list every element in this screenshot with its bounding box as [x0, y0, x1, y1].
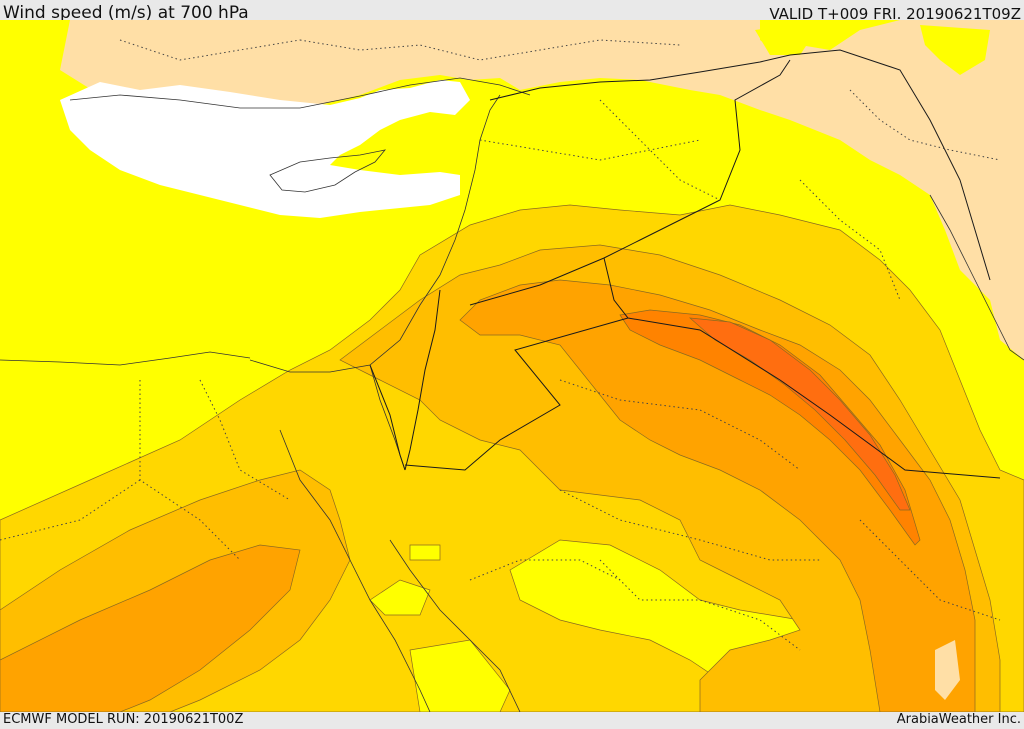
border-iraq-iran: [789, 49, 991, 281]
border-turkey-syria: [489, 54, 791, 101]
province-boundary-13: [849, 89, 1001, 161]
yellow-patch-ne: [920, 25, 990, 75]
border-egypt-israel: [369, 364, 406, 471]
yellow-hole-4: [409, 639, 511, 712]
province-boundary-14: [859, 519, 1001, 621]
white-sea-area: [60, 80, 470, 218]
map-title: Wind speed (m/s) at 700 hPa: [3, 3, 249, 23]
yellow-patch-n: [755, 25, 810, 55]
orange-light-band: [339, 244, 1001, 712]
tan-patch-east: [935, 640, 960, 700]
yellow-hole-3: [409, 544, 441, 561]
model-run-label: ECMWF MODEL RUN: 20190621T00Z: [3, 712, 244, 727]
header-bar: Wind speed (m/s) at 700 hPa VALID T+009 …: [0, 0, 1024, 23]
coastline-red-sea-east: [389, 539, 521, 712]
orange-sw: [0, 544, 301, 712]
border-israel-jordan: [404, 289, 441, 471]
province-boundary-9: [479, 139, 701, 161]
province-boundary-8: [599, 99, 721, 201]
coastline-gulf: [929, 194, 1024, 361]
valid-time: VALID T+009 FRI. 20190621T09Z: [769, 5, 1021, 23]
province-boundary-2: [0, 479, 141, 541]
footer-bar: ECMWF MODEL RUN: 20190621T00Z ArabiaWeat…: [0, 712, 1024, 729]
province-boundary-1: [139, 380, 241, 561]
coastline-egypt: [0, 351, 251, 366]
map-canvas: [0, 20, 1024, 712]
border-syria-iraq: [603, 59, 791, 259]
credit-label: ArabiaWeather Inc.: [896, 712, 1021, 727]
wind-speed-map[interactable]: [0, 20, 1024, 712]
coastline-red-sea: [279, 429, 431, 712]
province-boundary-12: [119, 39, 301, 61]
border-jordan-saudi: [404, 317, 629, 471]
border-saudi-iraq: [603, 257, 1001, 479]
cyprus-island: [269, 149, 387, 193]
coastline-turkey: [69, 77, 531, 109]
province-boundary-5: [559, 489, 820, 561]
yellow-hole-2: [369, 579, 431, 616]
province-boundary-10: [799, 179, 901, 301]
province-boundary-7: [469, 559, 621, 581]
orange-band: [459, 279, 976, 712]
border-jordan-iraq: [469, 257, 605, 306]
coastline-levant: [249, 94, 501, 373]
